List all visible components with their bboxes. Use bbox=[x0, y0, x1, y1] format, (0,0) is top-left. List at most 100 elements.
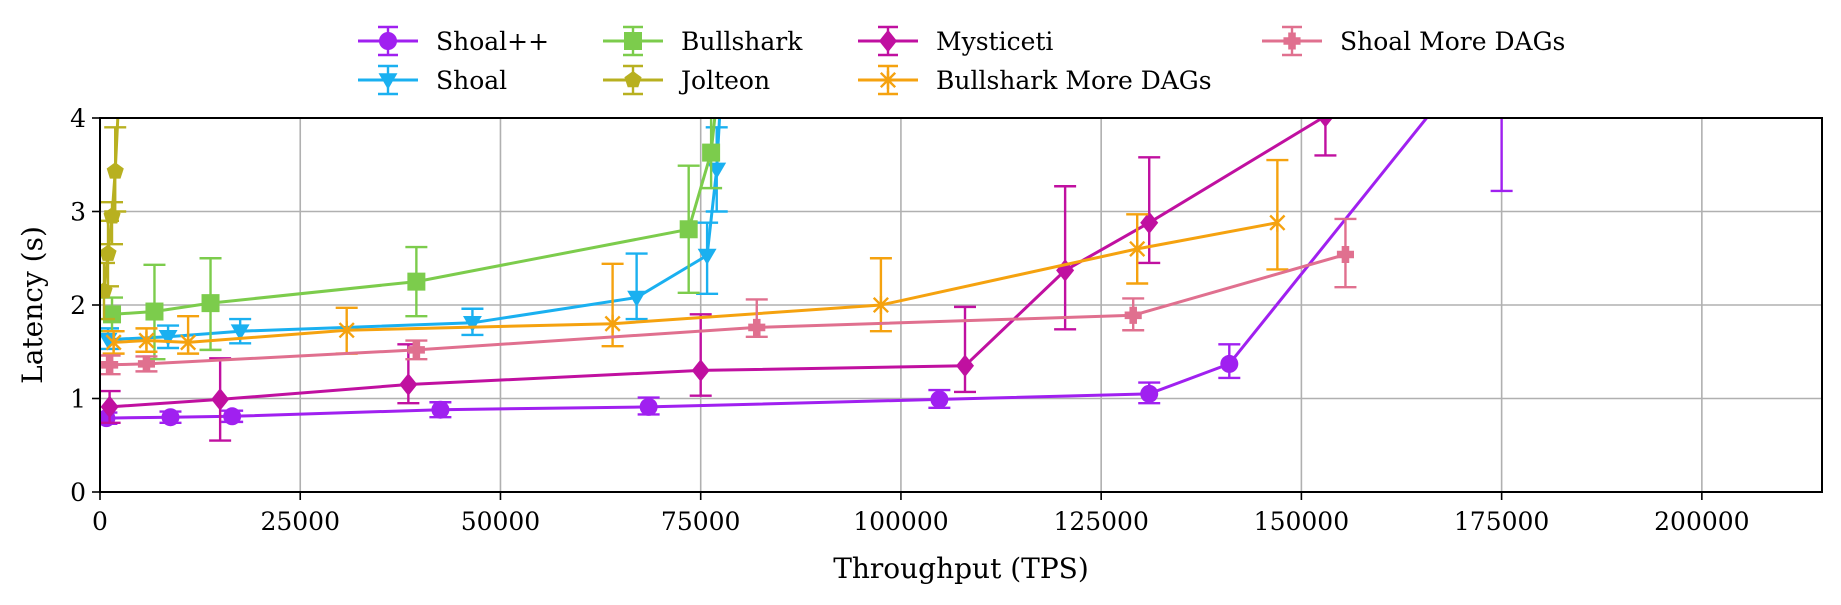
data-point bbox=[230, 324, 250, 341]
data-point bbox=[407, 341, 425, 359]
data-point bbox=[201, 294, 220, 313]
y-axis-label: Latency (s) bbox=[16, 226, 49, 384]
legend-marker bbox=[624, 71, 642, 88]
series-line-shoal-more-dags bbox=[109, 253, 1346, 367]
legend-marker bbox=[378, 73, 398, 90]
x-tick-label: 0 bbox=[92, 507, 108, 536]
series-shoal-more-dags bbox=[100, 217, 1357, 376]
data-point bbox=[106, 162, 124, 179]
legend-marker bbox=[624, 32, 642, 50]
data-point bbox=[399, 373, 418, 396]
legend-marker bbox=[879, 71, 897, 89]
data-point bbox=[872, 296, 889, 314]
ticks: 0 25000 50000 75000 100000 125000 150000 175000… bbox=[70, 104, 1749, 536]
x-tick-label: 175000 bbox=[1454, 507, 1549, 536]
x-tick-label: 25000 bbox=[260, 507, 340, 536]
data-point bbox=[100, 244, 117, 261]
data-point bbox=[956, 354, 975, 378]
data-point bbox=[1129, 239, 1146, 258]
data-point bbox=[103, 207, 121, 224]
legend-item-mysticeti: Mysticeti bbox=[858, 25, 1053, 57]
series-layer bbox=[100, 0, 1513, 442]
error-bar bbox=[869, 257, 892, 333]
series-line-shoal bbox=[107, 118, 722, 342]
y-tick-label: 3 bbox=[70, 198, 86, 227]
data-point bbox=[180, 333, 197, 352]
data-point bbox=[103, 305, 122, 324]
error-bar bbox=[1490, 118, 1513, 193]
data-point bbox=[627, 290, 647, 307]
data-point bbox=[679, 220, 698, 239]
legend-label: Mysticeti bbox=[936, 27, 1053, 56]
data-point bbox=[1124, 306, 1142, 324]
error-bar bbox=[111, 0, 133, 71]
series-shoalplusplus bbox=[100, 118, 1513, 428]
error-bar bbox=[1314, 118, 1337, 157]
data-point bbox=[211, 388, 230, 411]
legend-item-shoal: Shoal bbox=[358, 64, 507, 96]
data-point bbox=[604, 314, 621, 333]
data-point bbox=[431, 400, 450, 419]
y-tick-label: 4 bbox=[70, 104, 86, 133]
data-point bbox=[748, 318, 766, 336]
data-point bbox=[1220, 354, 1239, 373]
legend-label: Shoal bbox=[436, 66, 507, 95]
x-tick-label: 150000 bbox=[1254, 507, 1349, 536]
data-point bbox=[1269, 213, 1286, 232]
data-point bbox=[338, 321, 355, 340]
legend-marker bbox=[1283, 32, 1301, 50]
data-point bbox=[137, 355, 156, 373]
data-point bbox=[1140, 384, 1159, 403]
legend-item-shoal-more-dags: Shoal More DAGs bbox=[1262, 25, 1565, 57]
data-point bbox=[105, 333, 122, 352]
x-tick-label: 200000 bbox=[1654, 507, 1749, 536]
series-line-mysticeti bbox=[109, 118, 1326, 409]
x-axis-label: Throughput (TPS) bbox=[833, 552, 1089, 585]
legend-marker bbox=[879, 29, 897, 53]
legend-label: Shoal++ bbox=[436, 27, 549, 56]
legend-label: Jolteon bbox=[678, 66, 770, 95]
data-point bbox=[223, 407, 242, 426]
legend-label: Shoal More DAGs bbox=[1340, 27, 1565, 56]
y-tick-label: 1 bbox=[70, 385, 86, 414]
data-point bbox=[691, 359, 710, 382]
data-point bbox=[462, 316, 482, 333]
data-point bbox=[138, 331, 155, 350]
data-point bbox=[702, 143, 721, 162]
x-tick-label: 75000 bbox=[661, 507, 741, 536]
legend-item-bullshark: Bullshark bbox=[603, 25, 803, 57]
legend-item-bullshark-more-dags: Bullshark More DAGs bbox=[858, 64, 1212, 96]
data-point bbox=[100, 282, 113, 299]
series-line-bullshark-more-dags bbox=[113, 221, 1278, 344]
data-point bbox=[697, 248, 717, 265]
data-point bbox=[101, 356, 119, 374]
series-shoal bbox=[100, 118, 728, 351]
series-bullshark-more-dags bbox=[102, 158, 1289, 355]
data-point bbox=[161, 408, 180, 427]
legend-marker bbox=[379, 32, 397, 50]
x-tick-label: 125000 bbox=[1053, 507, 1148, 536]
legend: Shoal++ Shoal Bullshark Jolteon Mysticeti Bul… bbox=[358, 25, 1565, 96]
error-bar bbox=[1054, 185, 1077, 331]
error-bar bbox=[689, 313, 712, 397]
data-point bbox=[100, 395, 119, 419]
grid bbox=[99, 117, 1822, 493]
legend-item-shoalplusplus: Shoal++ bbox=[358, 25, 549, 57]
series-jolteon bbox=[100, 0, 133, 321]
data-point bbox=[930, 390, 949, 409]
y-tick-label: 2 bbox=[70, 291, 86, 320]
data-point bbox=[158, 330, 178, 347]
y-tick-label: 0 bbox=[70, 478, 86, 507]
x-tick-label: 50000 bbox=[461, 507, 541, 536]
error-bar bbox=[625, 252, 648, 321]
data-point bbox=[639, 397, 658, 416]
data-point bbox=[145, 302, 164, 321]
legend-item-jolteon: Jolteon bbox=[603, 64, 770, 96]
data-point bbox=[1140, 211, 1159, 234]
series-mysticeti bbox=[100, 118, 1337, 442]
data-point bbox=[1317, 118, 1333, 128]
series-line-shoalplusplus bbox=[106, 118, 1429, 420]
legend-label: Bullshark More DAGs bbox=[936, 66, 1212, 95]
data-point bbox=[407, 272, 426, 291]
